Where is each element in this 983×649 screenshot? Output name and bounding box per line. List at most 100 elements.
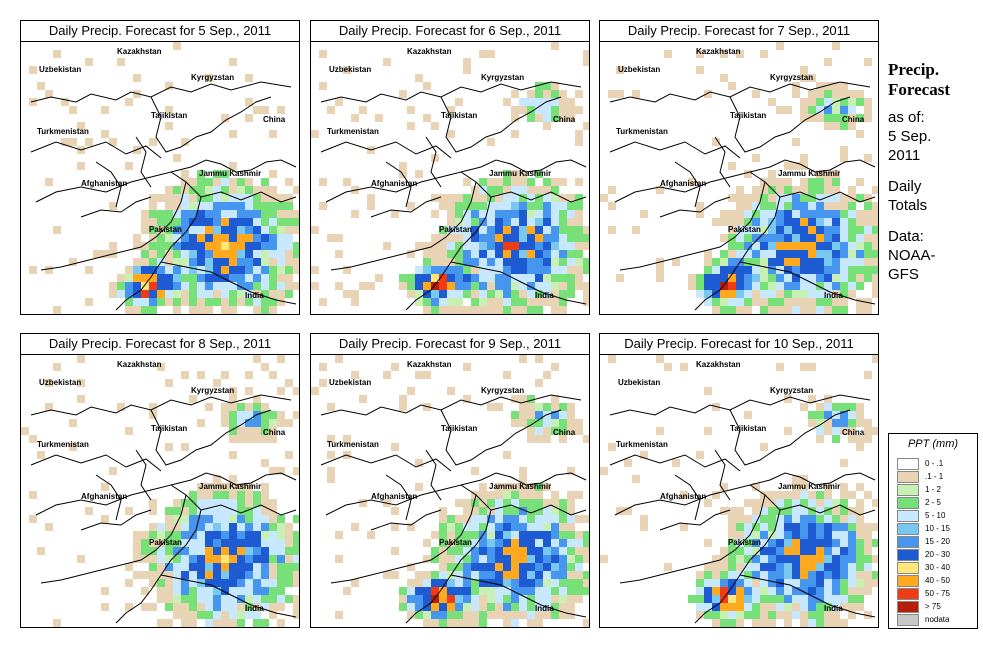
precip-cell [213, 611, 221, 619]
precip-cell [848, 98, 856, 106]
precip-cell [245, 210, 253, 218]
precip-cell [696, 50, 704, 58]
precip-cell [744, 587, 752, 595]
precip-cell [319, 379, 327, 387]
precip-cell [237, 274, 245, 282]
precip-cell [864, 114, 872, 122]
precip-cell [213, 555, 221, 563]
precip-cell [864, 194, 872, 202]
precip-cell [768, 178, 776, 186]
precip-cell [237, 266, 245, 274]
precip-cell [832, 547, 840, 555]
precip-cell [511, 555, 519, 563]
precip-cell [165, 266, 173, 274]
precip-cell [229, 194, 237, 202]
precip-cell [816, 178, 824, 186]
precip-cell [535, 98, 543, 106]
precip-cell [407, 587, 415, 595]
precip-cell [712, 611, 720, 619]
precip-cell [471, 306, 479, 314]
precip-cell [141, 282, 149, 290]
precip-cell [535, 210, 543, 218]
precip-cell [133, 306, 141, 314]
precip-cell [720, 507, 728, 515]
legend-swatch [897, 601, 919, 613]
border-line [200, 504, 297, 516]
precip-cell [760, 611, 768, 619]
precip-cell [423, 258, 431, 266]
precip-cell [511, 218, 519, 226]
precip-cell [253, 515, 261, 523]
precip-cell [245, 387, 253, 395]
precip-cell [495, 258, 503, 266]
precip-cell [173, 274, 181, 282]
precip-cell [237, 218, 245, 226]
precip-cell [455, 563, 463, 571]
precip-cell [712, 290, 720, 298]
precip-cell [487, 202, 495, 210]
precip-cell [824, 250, 832, 258]
precip-cell [245, 234, 253, 242]
precip-cell [575, 138, 583, 146]
precip-cell [269, 218, 277, 226]
precip-cell [511, 258, 519, 266]
precip-cell [511, 234, 519, 242]
precip-cell [439, 579, 447, 587]
precip-cell [824, 595, 832, 603]
precip-cell [535, 411, 543, 419]
precip-cell [824, 603, 832, 611]
precip-cell [141, 218, 149, 226]
precip-cell [189, 547, 197, 555]
precip-cell [760, 218, 768, 226]
precip-cell [285, 282, 293, 290]
precip-cell [824, 210, 832, 218]
precip-cell [173, 611, 181, 619]
precip-cell [269, 258, 277, 266]
precip-cell [173, 579, 181, 587]
precip-cell [285, 555, 293, 563]
precip-cell [527, 427, 535, 435]
forecast-panel: Daily Precip. Forecast for 9 Sep., 2011 … [310, 333, 590, 628]
precip-cell [221, 611, 229, 619]
precip-cell [221, 282, 229, 290]
precip-cell [277, 226, 285, 234]
country-label-tajikistan: Tajikistan [441, 111, 477, 120]
precip-cell [575, 579, 583, 587]
precip-cell [205, 226, 213, 234]
precip-cell [205, 242, 213, 250]
precip-cell [519, 411, 527, 419]
precip-cell [744, 170, 752, 178]
precip-cell [391, 547, 399, 555]
precip-cell [245, 411, 253, 419]
country-label-china: China [263, 115, 286, 124]
precip-cell [205, 403, 213, 411]
precip-cell [269, 130, 277, 138]
precip-cell [768, 186, 776, 194]
precip-cell [423, 555, 431, 563]
precip-cell [519, 483, 527, 491]
border-line [450, 574, 587, 618]
precip-cell [696, 290, 704, 298]
precip-cell [503, 210, 511, 218]
precip-cell [189, 258, 197, 266]
precip-cell [487, 226, 495, 234]
precip-cell [543, 234, 551, 242]
precip-cell [503, 234, 511, 242]
precip-cell [583, 555, 589, 563]
precip-cell [181, 170, 189, 178]
precip-cell [253, 531, 261, 539]
precip-cell [391, 571, 399, 579]
panel-title: Daily Precip. Forecast for 6 Sep., 2011 [311, 21, 589, 42]
precip-cell [261, 106, 269, 114]
precip-cell [157, 282, 165, 290]
precip-cell [559, 435, 567, 443]
precip-cell [583, 587, 589, 595]
precip-cell [293, 563, 299, 571]
precip-cell [269, 499, 277, 507]
legend-label: 20 - 30 [925, 550, 950, 559]
precip-cell [205, 298, 213, 306]
precip-cell [808, 114, 816, 122]
precip-cell [824, 234, 832, 242]
precip-cell [736, 266, 744, 274]
precip-cell [575, 226, 583, 234]
